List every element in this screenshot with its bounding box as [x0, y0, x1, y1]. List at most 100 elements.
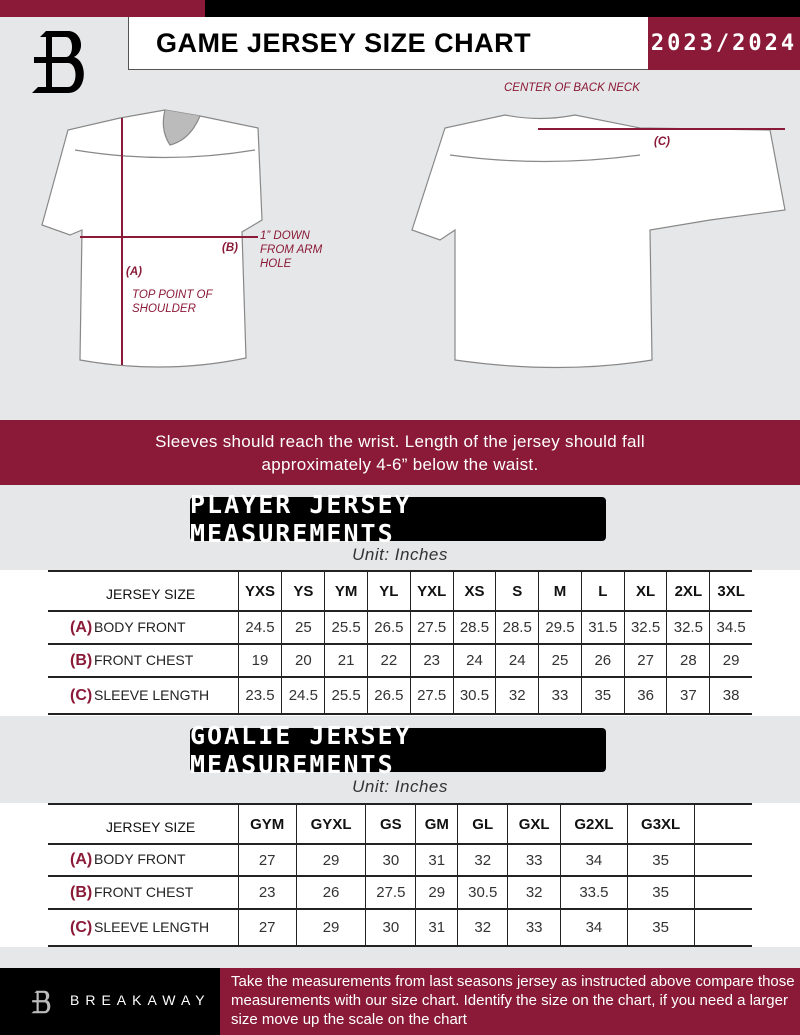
measure-letter: (B) [70, 651, 93, 669]
size-header: L [580, 571, 625, 611]
header-row: JERSEY SIZE YXS YS YM YL YXL XS S M L XL 2XL 3XL [48, 571, 752, 611]
table-cell: 30 [365, 909, 416, 946]
table-cell: 21 [324, 644, 368, 677]
table-cell: 19 [237, 644, 282, 677]
table-cell: 24 [495, 644, 539, 677]
row-label: (B) FRONT CHEST [48, 876, 238, 909]
row-label: (A) BODY FRONT [48, 844, 238, 876]
table-row: (A) BODY FRONT 24.5 25 25.5 26.5 27.5 28.5 28.5 2… [48, 611, 752, 644]
table-cell: 33 [507, 909, 561, 946]
arm-hole-note: 1” DOWN FROM ARM HOLE [260, 230, 323, 270]
table-cell: 35 [580, 677, 625, 714]
table-cell: 38 [709, 677, 752, 714]
table-cell [693, 909, 752, 946]
header-row: JERSEY SIZE GYM GYXL GS GM GL GXL G2XL G3XL [48, 804, 752, 844]
table-cell: 20 [281, 644, 325, 677]
table-cell: 32 [495, 677, 539, 714]
table-cell: 29 [295, 844, 366, 876]
table-cell: 25.5 [324, 677, 368, 714]
instructions-line-1: Sleeves should reach the wrist. Length o… [155, 432, 645, 451]
table-cell: 33 [507, 844, 561, 876]
instructions-line-2: approximately 4-6” below the waist. [261, 455, 539, 474]
size-header: 3XL [709, 571, 752, 611]
table-cell: 28.5 [452, 611, 496, 644]
top-point-note: TOP POINT OF SHOULDER [132, 289, 213, 315]
breakaway-logo [28, 28, 94, 96]
table-cell: 35 [626, 909, 694, 946]
table-cell: 35 [626, 844, 694, 876]
table-cell: 36 [623, 677, 667, 714]
table-cell: 32.5 [666, 611, 710, 644]
brand-name: BREAKAWAY [70, 992, 211, 1008]
size-label: JERSEY SIZE [106, 586, 196, 602]
table-cell: 27.5 [409, 611, 454, 644]
table-cell: 34 [560, 909, 628, 946]
table-row: (C) SLEEVE LENGTH 27 29 30 31 32 33 34 35 [48, 909, 752, 946]
back-jersey [411, 114, 786, 369]
table-cell: 26 [580, 644, 625, 677]
goalie-unit: Unit: Inches [352, 777, 448, 796]
size-label: JERSEY SIZE [106, 819, 196, 835]
table-cell: 23 [237, 876, 297, 909]
measure-name: BODY FRONT [94, 851, 186, 867]
size-header: YXS [237, 571, 282, 611]
label-c: (C) [654, 136, 670, 148]
row-label: (C) SLEEVE LENGTH [48, 909, 238, 946]
goalie-title: GOALIE JERSEY MEASUREMENTS [190, 721, 606, 779]
measure-letter: (A) [70, 851, 93, 868]
size-header: GXL [507, 804, 561, 844]
goalie-table: JERSEY SIZE GYM GYXL GS GM GL GXL G2XL G3XL (A)… [48, 803, 752, 947]
table-cell: 30.5 [452, 677, 496, 714]
measure-letter: (A) [70, 618, 93, 636]
table-cell: 29 [415, 876, 458, 909]
table-cell: 23.5 [237, 677, 282, 714]
table-cell: 33.5 [560, 876, 628, 909]
table-cell: 30 [365, 844, 416, 876]
table-row: (B) FRONT CHEST 23 26 27.5 29 30.5 32 33.5 35 [48, 876, 752, 909]
size-header: XS [452, 571, 496, 611]
table-cell [693, 876, 752, 909]
jersey-diagram [41, 109, 786, 369]
size-header: YM [324, 571, 368, 611]
top-bar [205, 0, 800, 17]
size-header: GL [457, 804, 508, 844]
size-header [693, 804, 752, 844]
table-cell: 31.5 [580, 611, 625, 644]
top-bar-accent [0, 0, 205, 17]
size-header: GM [415, 804, 458, 844]
table-cell: 37 [666, 677, 710, 714]
table-cell: 22 [367, 644, 411, 677]
row-label: (B) FRONT CHEST [48, 644, 238, 677]
size-header: YXL [409, 571, 454, 611]
table-cell: 32 [507, 876, 561, 909]
size-header: S [495, 571, 539, 611]
footer-logo [31, 990, 51, 1014]
table-row: (C) SLEEVE LENGTH 23.5 24.5 25.5 26.5 27.5 30.5… [48, 677, 752, 714]
table-cell: 26.5 [367, 677, 411, 714]
table-cell: 33 [538, 677, 582, 714]
table-cell: 26.5 [367, 611, 411, 644]
label-a: (A) [126, 266, 142, 278]
measure-name: SLEEVE LENGTH [94, 918, 210, 935]
table-cell: 27 [237, 844, 297, 876]
player-table: JERSEY SIZE YXS YS YM YL YXL XS S M L XL 2XL 3XL (A… [48, 570, 752, 715]
measure-lines [80, 118, 785, 365]
table-cell: 30.5 [457, 876, 508, 909]
footer-brand: BREAKAWAY [0, 968, 220, 1035]
table-cell: 25 [538, 644, 582, 677]
table-cell: 29.5 [538, 611, 582, 644]
size-header: XL [623, 571, 667, 611]
row-label: (C) SLEEVE LENGTH [48, 677, 238, 714]
table-row: (A) BODY FRONT 27 29 30 31 32 33 34 35 [48, 844, 752, 876]
table-cell: 27.5 [409, 677, 454, 714]
table-cell: 25.5 [324, 611, 368, 644]
measure-name: BODY FRONT [94, 618, 186, 635]
size-header: G2XL [560, 804, 628, 844]
table-cell: 34.5 [709, 611, 752, 644]
measure-name: SLEEVE LENGTH [94, 686, 210, 703]
size-header: YL [367, 571, 411, 611]
measure-name: FRONT CHEST [94, 883, 194, 900]
label-b: (B) [222, 242, 238, 254]
size-header: YS [281, 571, 325, 611]
front-jersey [41, 109, 263, 368]
